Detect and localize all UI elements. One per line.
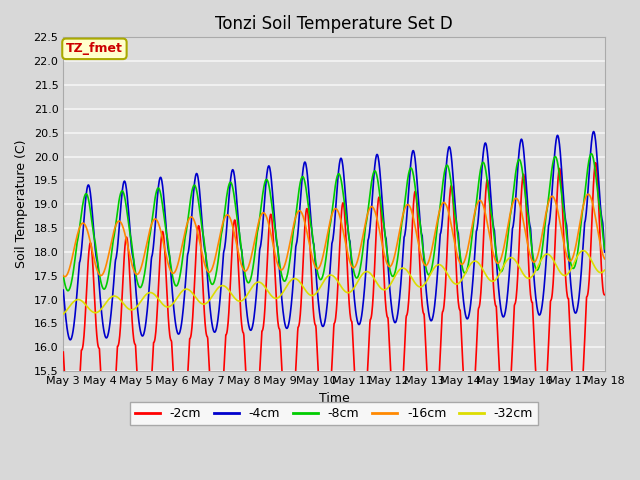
-4cm [241, 286, 248, 291]
-4cm [537, 310, 545, 316]
-4cm [67, 337, 74, 343]
Legend: -2cm, -4cm, -8cm, -16cm, -32cm: -2cm, -4cm, -8cm, -16cm, -32cm [130, 402, 538, 425]
-2cm [592, 160, 600, 166]
-16cm [167, 268, 175, 274]
-8cm [64, 288, 72, 294]
-32cm [60, 311, 67, 317]
Line: -8cm: -8cm [63, 154, 605, 291]
-16cm [61, 274, 68, 279]
-32cm [579, 248, 587, 253]
X-axis label: Time: Time [319, 392, 349, 405]
-16cm [601, 256, 609, 262]
-2cm [180, 428, 188, 434]
Line: -32cm: -32cm [63, 251, 605, 314]
-8cm [167, 263, 175, 269]
-8cm [537, 257, 545, 263]
-2cm [60, 349, 67, 355]
-4cm [489, 220, 497, 226]
Y-axis label: Soil Temperature (C): Soil Temperature (C) [15, 140, 28, 268]
-16cm [60, 273, 67, 278]
-8cm [241, 269, 248, 275]
Line: -4cm: -4cm [63, 132, 605, 340]
-2cm [167, 337, 175, 343]
-32cm [166, 303, 174, 309]
Line: -16cm: -16cm [63, 194, 605, 276]
-8cm [489, 222, 497, 228]
-4cm [601, 249, 609, 255]
-16cm [241, 268, 248, 274]
-8cm [601, 246, 609, 252]
-2cm [601, 292, 609, 298]
-16cm [584, 192, 592, 197]
-32cm [180, 287, 188, 293]
-32cm [241, 296, 248, 301]
-4cm [180, 298, 188, 303]
-4cm [590, 129, 598, 134]
-2cm [241, 348, 248, 353]
-2cm [537, 428, 545, 433]
-2cm [419, 303, 426, 309]
-32cm [601, 267, 609, 273]
Line: -2cm: -2cm [63, 163, 605, 456]
Title: Tonzi Soil Temperature Set D: Tonzi Soil Temperature Set D [215, 15, 453, 33]
-16cm [180, 233, 188, 239]
-16cm [537, 240, 545, 245]
-4cm [60, 287, 67, 293]
-8cm [180, 244, 188, 250]
Text: TZ_fmet: TZ_fmet [66, 42, 123, 55]
-32cm [489, 278, 497, 284]
-32cm [418, 284, 426, 289]
-16cm [489, 249, 497, 255]
-4cm [419, 233, 426, 239]
-32cm [536, 259, 544, 264]
-8cm [60, 273, 67, 278]
-8cm [419, 240, 426, 245]
-8cm [588, 151, 595, 156]
-2cm [489, 273, 497, 279]
-2cm [68, 454, 76, 459]
-4cm [167, 271, 175, 276]
-16cm [419, 257, 426, 263]
